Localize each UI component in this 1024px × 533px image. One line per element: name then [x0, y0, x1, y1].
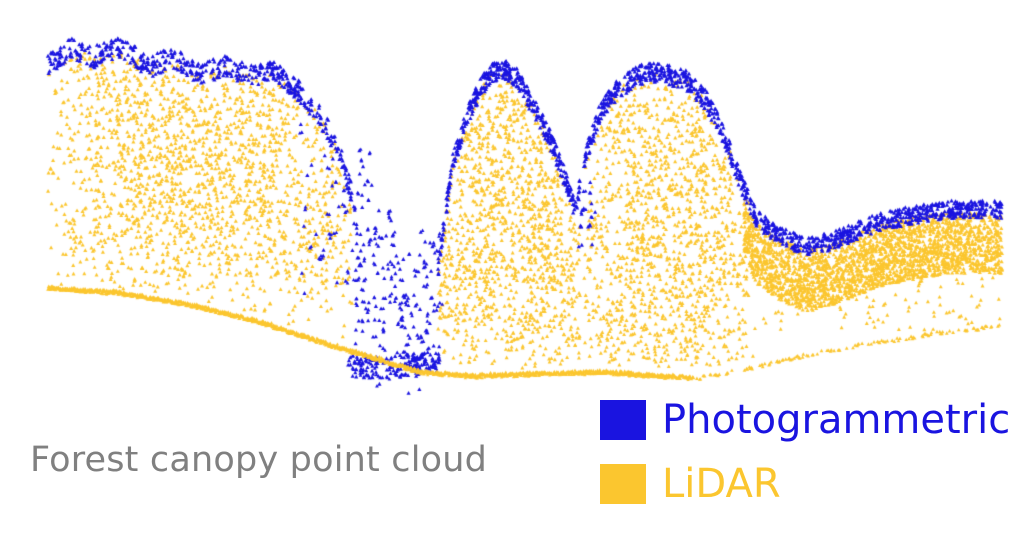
- yellow-square-swatch: [600, 464, 646, 504]
- legend-item-photogrammetric: Photogrammetric: [600, 400, 1010, 440]
- legend-item-lidar: LiDAR: [600, 464, 1010, 504]
- figure-caption: Forest canopy point cloud: [30, 440, 488, 480]
- legend: Photogrammetric LiDAR: [600, 400, 1010, 528]
- legend-label-lidar: LiDAR: [662, 461, 781, 507]
- legend-label-photogrammetric: Photogrammetric: [662, 397, 1011, 443]
- blue-square-swatch: [600, 400, 646, 440]
